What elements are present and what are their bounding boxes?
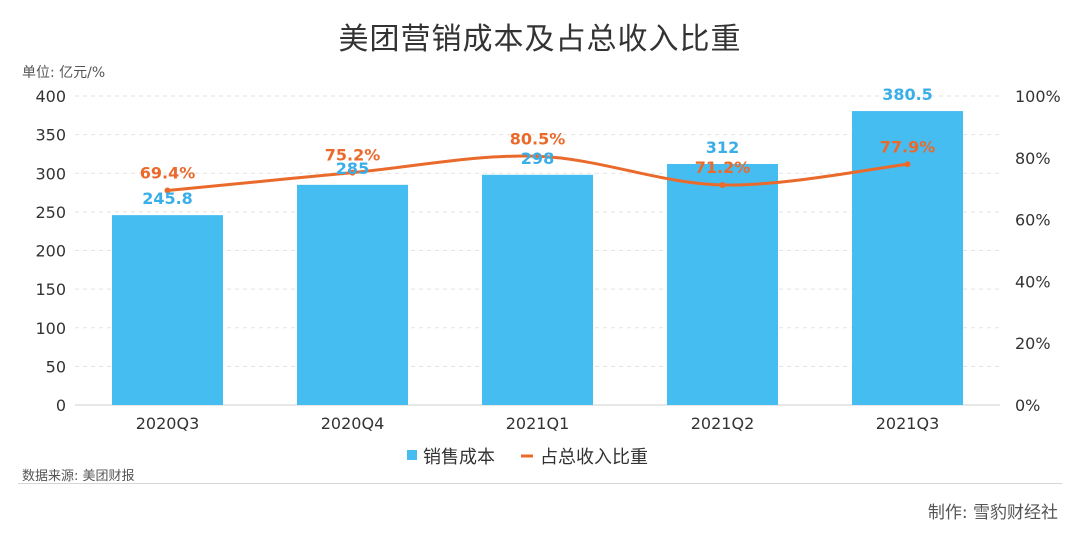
bar xyxy=(852,111,963,405)
bar-value-label: 245.8 xyxy=(142,189,193,208)
source-note: 数据来源: 美团财报 xyxy=(22,469,135,484)
ratio-label: 75.2% xyxy=(325,146,381,165)
ratio-label: 77.9% xyxy=(880,137,936,156)
left-tick-label: 250 xyxy=(35,203,66,222)
ratio-label: 71.2% xyxy=(695,158,751,177)
left-tick-label: 50 xyxy=(46,357,66,376)
left-tick-label: 300 xyxy=(35,164,66,183)
unit-label: 单位: 亿元/% xyxy=(22,65,106,81)
bar-value-label: 285 xyxy=(336,159,369,178)
right-tick-label: 0% xyxy=(1015,396,1040,415)
credit-note: 制作: 雪豹财经社 xyxy=(927,503,1058,523)
right-tick-label: 60% xyxy=(1015,211,1051,230)
bar xyxy=(482,174,593,405)
footer-divider xyxy=(18,483,1062,484)
category-label: 2020Q3 xyxy=(136,414,200,433)
right-tick-label: 100% xyxy=(1015,87,1061,106)
right-tick-label: 20% xyxy=(1015,334,1051,353)
category-label: 2021Q2 xyxy=(691,414,755,433)
ratio-point xyxy=(904,161,911,168)
left-tick-label: 100 xyxy=(35,319,66,338)
bar-value-label: 312 xyxy=(706,138,739,157)
category-label: 2021Q3 xyxy=(876,414,940,433)
left-axis-ticks: 0 50 100 150 200 250 300 350 400 xyxy=(35,87,66,415)
legend: 销售成本 占总收入比重 xyxy=(407,447,648,468)
bars xyxy=(112,111,963,405)
ratio-label: 69.4% xyxy=(140,164,196,183)
left-tick-label: 0 xyxy=(56,396,66,415)
category-labels: 2020Q3 2020Q4 2021Q1 2021Q2 2021Q3 xyxy=(136,414,940,433)
bar xyxy=(297,184,408,405)
ratio-point xyxy=(719,181,726,188)
bar-value-label: 380.5 xyxy=(882,85,933,104)
bar-value-label: 298 xyxy=(521,149,554,168)
category-label: 2021Q1 xyxy=(506,414,570,433)
bar-value-labels: 245.8 285 298 312 380.5 xyxy=(142,85,933,208)
legend-bar-swatch xyxy=(407,450,417,460)
left-tick-label: 150 xyxy=(35,280,66,299)
left-tick-label: 350 xyxy=(35,126,66,145)
ratio-label: 80.5% xyxy=(510,129,566,148)
ratio-point xyxy=(349,169,356,176)
ratio-point xyxy=(534,153,541,160)
right-tick-label: 80% xyxy=(1015,149,1051,168)
bar xyxy=(112,215,223,405)
ratio-point xyxy=(164,187,171,194)
left-tick-label: 200 xyxy=(35,242,66,261)
chart-title: 美团营销成本及占总收入比重 xyxy=(338,22,742,57)
legend-bar-label: 销售成本 xyxy=(423,447,495,468)
bar xyxy=(667,163,778,405)
ratio-points xyxy=(164,153,911,194)
right-tick-label: 40% xyxy=(1015,272,1051,291)
category-label: 2020Q4 xyxy=(321,414,385,433)
right-axis-ticks: 0% 20% 40% 60% 80% 100% xyxy=(1015,87,1061,415)
ratio-labels: 69.4% 75.2% 80.5% 71.2% 77.9% xyxy=(140,129,936,182)
left-tick-label: 400 xyxy=(35,87,66,106)
legend-line-label: 占总收入比重 xyxy=(540,447,648,468)
